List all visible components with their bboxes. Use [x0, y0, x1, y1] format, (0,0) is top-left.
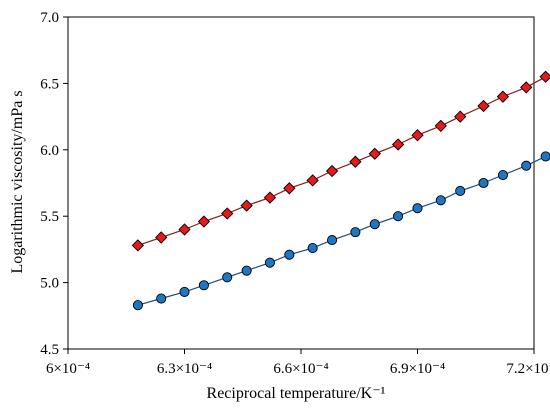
data-point-mf2: [497, 169, 508, 181]
data-point-mf1: [197, 215, 211, 228]
data-point-mf2: [455, 185, 466, 197]
x-axis-title: Reciprocal temperature/K⁻¹: [207, 385, 386, 402]
data-point-mf2: [222, 272, 233, 283]
y-tick-label: 4.5: [40, 342, 59, 358]
x-tick-label: 7.2×10⁻⁴: [506, 361, 550, 377]
data-point-mf2: [198, 280, 209, 291]
data-point-mf1: [178, 223, 191, 236]
data-point-mf1: [368, 147, 381, 160]
data-point-mf2: [284, 249, 295, 260]
data-point-mf1: [520, 81, 533, 94]
y-tick-label: 7.0: [40, 10, 59, 26]
data-point-mf2: [179, 286, 190, 297]
x-tick-label: 6.6×10⁻⁴: [273, 361, 328, 377]
data-point-mf1: [240, 199, 253, 212]
data-point-mf2: [264, 257, 275, 268]
y-tick-label: 6.5: [40, 76, 59, 92]
y-tick-label: 5.0: [40, 276, 59, 292]
data-point-mf1: [325, 164, 339, 178]
data-point-mf1: [131, 239, 145, 252]
data-point-mf1: [221, 207, 234, 220]
data-point-mf2: [478, 177, 489, 189]
data-point-mf1: [434, 119, 447, 133]
plot-area: [131, 70, 550, 311]
data-point-mf2: [393, 211, 404, 222]
y-axis-title: Logarithmic viscosity/mPa s: [9, 90, 26, 273]
data-point-mf1: [539, 70, 550, 83]
data-point-mf2: [156, 293, 167, 304]
data-point-mf1: [391, 138, 405, 151]
data-point-mf1: [411, 129, 424, 142]
plot-frame: [67, 16, 535, 350]
axes: [63, 16, 535, 354]
data-point-mf1: [283, 182, 296, 195]
data-point-mf2: [435, 195, 446, 206]
data-point-mf1: [454, 110, 467, 123]
data-point-mf2: [540, 151, 550, 162]
y-tick-label: 6.0: [40, 143, 59, 159]
x-tick-label: 6×10⁻⁴: [46, 361, 90, 377]
data-point-mf2: [521, 160, 532, 171]
data-point-mf2: [307, 243, 318, 254]
data-point-mf1: [496, 90, 510, 103]
tick-labels: 6×10⁻⁴ 6.3×10⁻⁴ 6.6×10⁻⁴ 6.9×10⁻⁴ 7.2×10⁻⁴ 4.…: [40, 10, 550, 377]
data-point-mf2: [132, 300, 143, 311]
data-point-mf1: [349, 155, 362, 168]
data-point-mf1: [477, 99, 490, 113]
x-tick-label: 6.3×10⁻⁴: [157, 361, 212, 377]
data-point-mf2: [350, 227, 361, 238]
data-point-mf1: [263, 191, 277, 204]
x-tick-label: 6.9×10⁻⁴: [390, 361, 445, 377]
data-point-mf2: [241, 265, 252, 276]
data-point-mf2: [369, 219, 380, 230]
data-point-mf2: [412, 203, 423, 214]
y-tick-label: 5.5: [40, 209, 59, 225]
data-point-mf1: [155, 231, 168, 244]
data-point-mf2: [327, 235, 338, 246]
data-point-mf1: [306, 174, 319, 187]
